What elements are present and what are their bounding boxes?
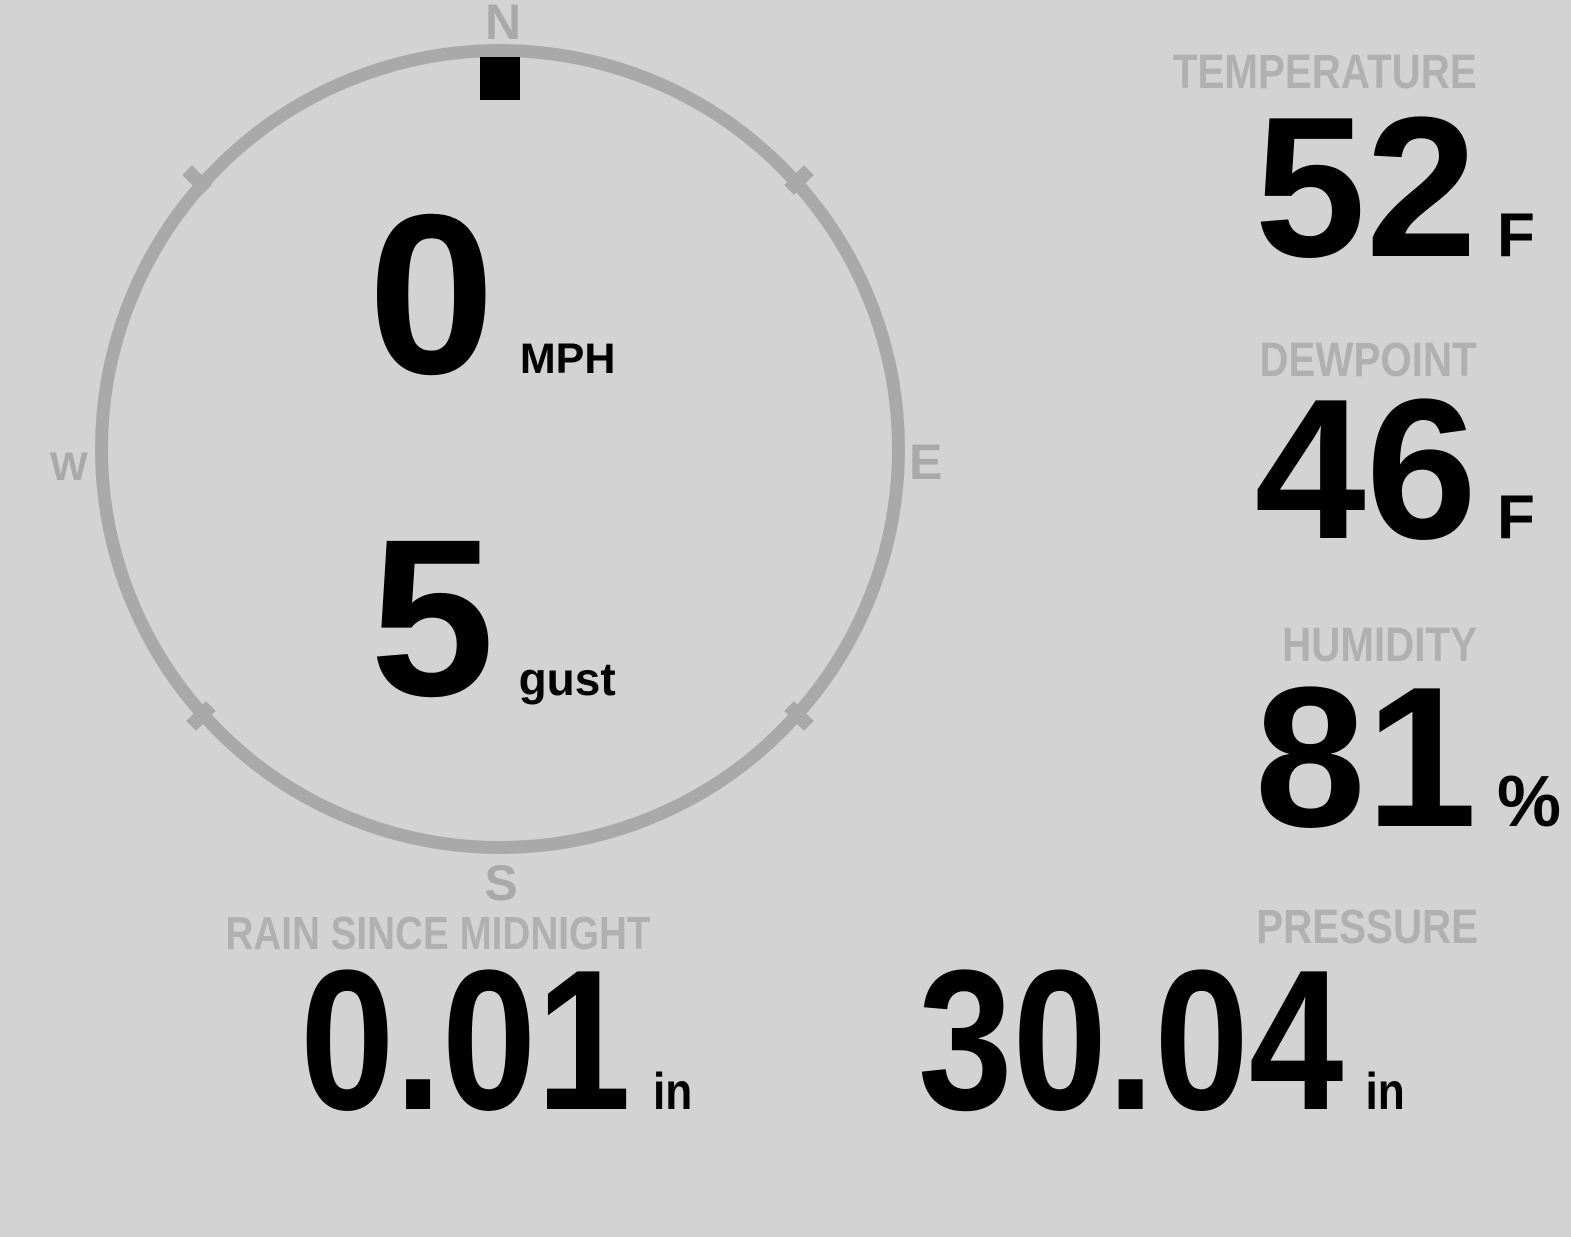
wind-gust-unit: gust (518, 653, 616, 705)
wind-gust-value: 5 (370, 493, 495, 743)
dewpoint-label: DEWPOINT (1259, 334, 1477, 387)
rain-since-midnight-label: RAIN SINCE MIDNIGHT (225, 907, 651, 959)
rain-since-midnight-unit: in (652, 1063, 693, 1121)
pressure-reading: 30.04 in (918, 941, 1405, 1141)
compass-east-label: E (909, 434, 943, 490)
wind-speed-reading: 0 MPH (368, 181, 615, 409)
dewpoint-value: 46 (1254, 358, 1477, 581)
humidity-reading: 81 % (0, 646, 1562, 869)
pressure-unit: in (1365, 1063, 1405, 1121)
rain-since-midnight-reading: 0.01 in (300, 941, 692, 1141)
humidity-unit: % (1497, 762, 1562, 842)
temperature-label: TEMPERATURE (1173, 46, 1477, 99)
dewpoint-reading: 46 F (0, 370, 1560, 570)
temperature-unit: F (1497, 201, 1535, 270)
pressure-value: 30.04 (918, 929, 1344, 1152)
wind-speed-value: 0 (368, 168, 495, 422)
temperature-value: 52 (1254, 76, 1477, 299)
temperature-reading: 52 F (0, 88, 1560, 288)
dewpoint-unit: F (1497, 483, 1535, 552)
compass-west-label: W (50, 445, 88, 489)
pressure-label: PRESSURE (1256, 901, 1478, 954)
rain-since-midnight-value: 0.01 (300, 929, 631, 1152)
compass-south-label: S (484, 855, 518, 911)
wind-speed-unit: MPH (519, 335, 616, 383)
wind-direction-marker (480, 57, 520, 100)
compass-north-label: N (484, 0, 522, 50)
humidity-label: HUMIDITY (1282, 619, 1477, 672)
wind-gust-reading: 5 gust (370, 506, 616, 730)
humidity-value: 81 (1254, 646, 1477, 869)
